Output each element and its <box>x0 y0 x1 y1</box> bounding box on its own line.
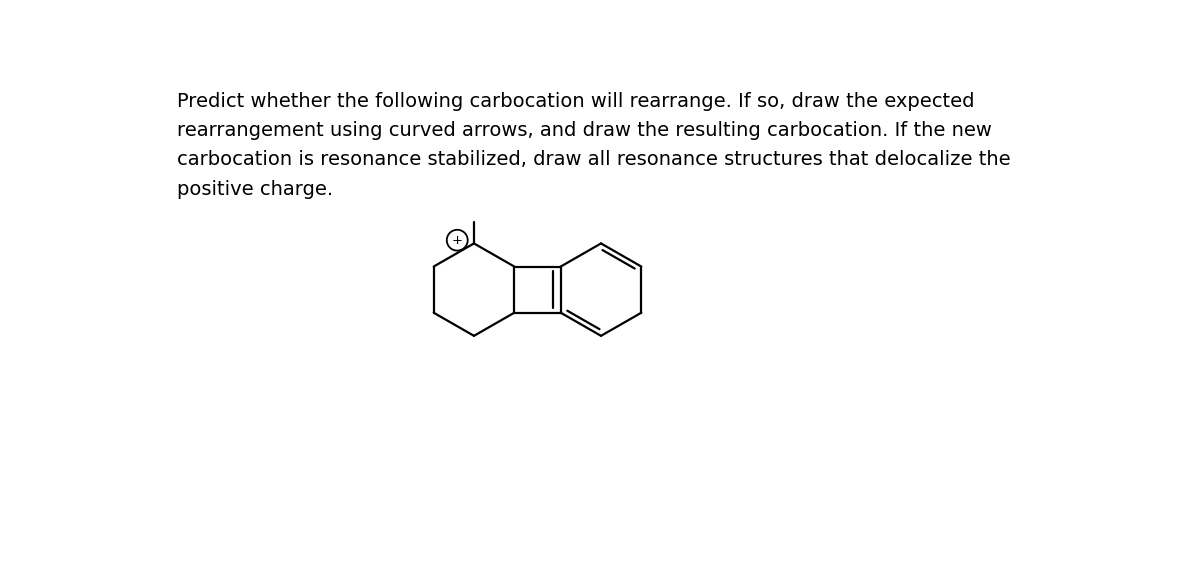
Text: carbocation is resonance stabilized, draw all resonance structures that delocali: carbocation is resonance stabilized, dra… <box>178 150 1010 169</box>
Text: positive charge.: positive charge. <box>178 180 334 198</box>
Text: Predict whether the following carbocation will rearrange. If so, draw the expect: Predict whether the following carbocatio… <box>178 92 974 111</box>
Text: +: + <box>451 234 463 247</box>
Text: rearrangement using curved arrows, and draw the resulting carbocation. If the ne: rearrangement using curved arrows, and d… <box>178 121 992 140</box>
